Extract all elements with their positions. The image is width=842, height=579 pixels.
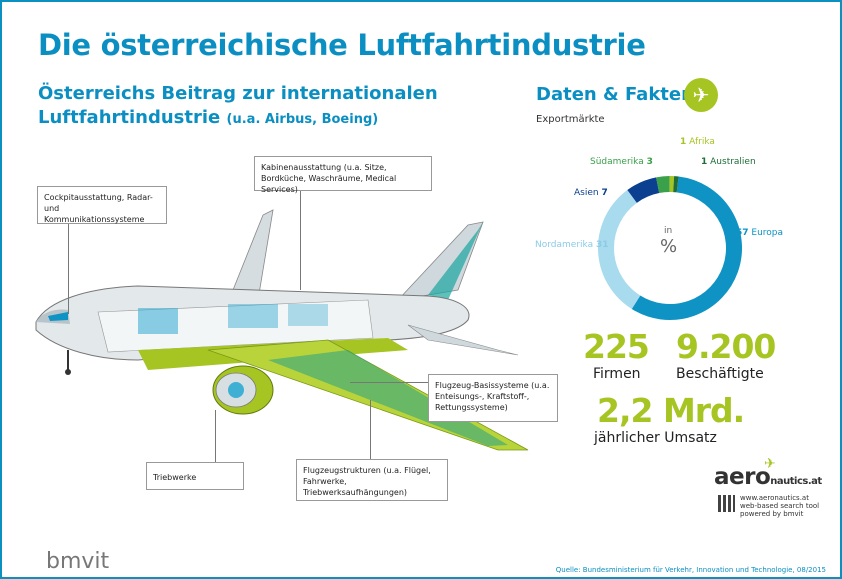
donut-segment-europa	[631, 176, 742, 320]
donut-center-percent: %	[660, 236, 678, 257]
page-title: Die österreichische Luftfahrtindustrie	[38, 28, 646, 62]
footer-line	[0, 520, 842, 522]
facts-title: Daten & Fakten	[536, 84, 694, 105]
aeronautics-url: www.aeronautics.at web-based search tool…	[740, 494, 820, 518]
callout-triebwerke: Triebwerke	[146, 462, 244, 490]
bmvit-logo: bmvit	[46, 549, 110, 574]
leader-basis	[350, 382, 428, 383]
callout-cockpit: Cockpitausstattung, Radar- und Kommunika…	[37, 186, 167, 224]
source-note: Quelle: Bundesministerium für Verkehr, I…	[555, 566, 826, 574]
donut-segment-nordamerika	[598, 189, 641, 310]
label-australien: 1 Australien	[701, 157, 756, 167]
callout-flugzeugstrukturen: Flugzeugstrukturen (u.a. Flügel, Fahrwer…	[296, 459, 448, 501]
donut-center-in: in	[664, 226, 673, 236]
callout-kabinenausstattung: Kabinenausstattung (u.a. Sitze, Bordküch…	[254, 156, 432, 194]
donut-segment-südamerika	[656, 176, 670, 194]
stat-firms-label: Firmen	[593, 366, 641, 382]
stat-employees-number: 9.200	[676, 327, 776, 366]
stat-revenue-number: 2,2 Mrd.	[597, 391, 745, 430]
subtitle-line2: Luftfahrtindustrie	[38, 107, 221, 128]
subtitle-line1: Österreichs Beitrag zur internationalen	[38, 83, 438, 104]
leader-strukturen	[370, 400, 371, 460]
leader-triebwerke	[215, 410, 216, 468]
callout-basissysteme: Flugzeug-Basissysteme (u.a. Enteisungs-,…	[428, 374, 558, 422]
label-afrika: 1 Afrika	[680, 137, 715, 147]
stat-revenue-label: jährlicher Umsatz	[594, 430, 717, 446]
leader-cockpit	[68, 224, 69, 314]
donut-segment-asien	[627, 177, 660, 204]
stat-firms-number: 225	[583, 327, 650, 366]
label-asien: Asien 7	[574, 188, 608, 198]
label-suedamerika: Südamerika 3	[590, 157, 653, 167]
export-markets-label: Exportmärkte	[536, 114, 605, 125]
subtitle: Österreichs Beitrag zur internationalen …	[38, 82, 478, 132]
subtitle-note: (u.a. Airbus, Boeing)	[226, 112, 379, 127]
qr-code-icon	[718, 495, 735, 512]
stat-employees-label: Beschäftigte	[676, 366, 764, 382]
label-nordamerika: Nordamerika 31	[535, 240, 609, 250]
airplane-illustration	[35, 209, 529, 451]
leader-kabine	[300, 190, 301, 290]
aeronautics-plane-icon: ✈	[764, 456, 776, 472]
aeronautics-logo: aeronautics.at	[714, 464, 822, 490]
export-donut-chart	[598, 176, 742, 320]
label-europa: 57 Europa	[736, 228, 784, 238]
plane-icon: ✈	[684, 78, 718, 112]
